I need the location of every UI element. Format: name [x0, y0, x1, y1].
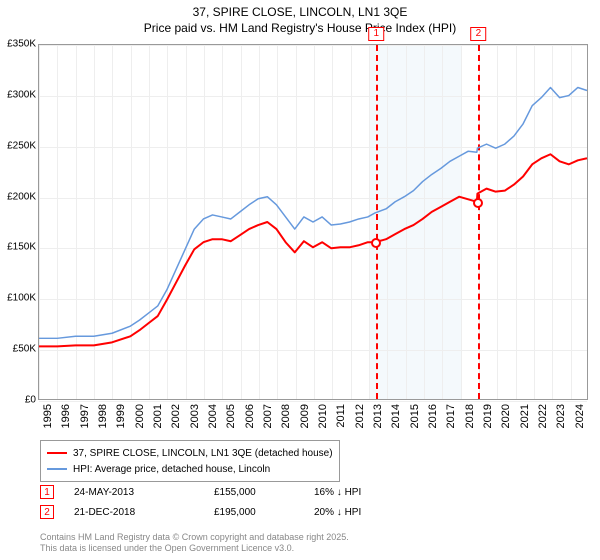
x-axis-label: 2017	[445, 404, 457, 428]
x-axis-label: 2009	[299, 404, 311, 428]
x-axis-label: 2000	[134, 404, 146, 428]
x-axis-label: 2022	[537, 404, 549, 428]
y-axis-label: £100K	[0, 293, 36, 304]
sale-date: 24-MAY-2013	[74, 487, 214, 498]
sale-badge: 1	[40, 485, 54, 499]
sale-price: £195,000	[214, 507, 314, 518]
footer-line: This data is licensed under the Open Gov…	[40, 543, 349, 554]
legend-item-hpi: HPI: Average price, detached house, Linc…	[47, 461, 333, 477]
title-address: 37, SPIRE CLOSE, LINCOLN, LN1 3QE	[0, 4, 600, 20]
legend-item-price-paid: 37, SPIRE CLOSE, LINCOLN, LN1 3QE (detac…	[47, 445, 333, 461]
sale-date: 21-DEC-2018	[74, 507, 214, 518]
x-axis-label: 2005	[225, 404, 237, 428]
x-axis-label: 1999	[115, 404, 127, 428]
x-axis-label: 2006	[244, 404, 256, 428]
x-axis-label: 2004	[207, 404, 219, 428]
footer-attribution: Contains HM Land Registry data © Crown c…	[40, 532, 349, 555]
x-axis-label: 2007	[262, 404, 274, 428]
x-axis-label: 2014	[390, 404, 402, 428]
chart-title: 37, SPIRE CLOSE, LINCOLN, LN1 3QE Price …	[0, 0, 600, 36]
x-axis-label: 2002	[170, 404, 182, 428]
x-axis-label: 2023	[555, 404, 567, 428]
sale-pct-vs-hpi: 20% ↓ HPI	[314, 507, 414, 518]
y-axis-label: £150K	[0, 242, 36, 253]
x-axis-label: 2012	[354, 404, 366, 428]
x-axis-label: 1995	[42, 404, 54, 428]
x-axis-label: 2016	[427, 404, 439, 428]
x-axis-label: 1996	[60, 404, 72, 428]
sale-pct-vs-hpi: 16% ↓ HPI	[314, 487, 414, 498]
x-axis-label: 2015	[409, 404, 421, 428]
sale-marker-badge: 1	[369, 27, 385, 41]
x-axis-label: 2018	[464, 404, 476, 428]
y-axis-label: £0	[0, 395, 36, 406]
legend: 37, SPIRE CLOSE, LINCOLN, LN1 3QE (detac…	[40, 440, 340, 482]
y-axis-label: £300K	[0, 89, 36, 100]
x-axis-label: 2019	[482, 404, 494, 428]
sale-price: £155,000	[214, 487, 314, 498]
x-axis-label: 2021	[519, 404, 531, 428]
sale-badge: 2	[40, 505, 54, 519]
legend-label: HPI: Average price, detached house, Linc…	[73, 464, 270, 475]
footer-line: Contains HM Land Registry data © Crown c…	[40, 532, 349, 543]
plot-area: 12	[38, 44, 588, 400]
x-axis-label: 2013	[372, 404, 384, 428]
title-subtitle: Price paid vs. HM Land Registry's House …	[0, 20, 600, 36]
x-axis-label: 2001	[152, 404, 164, 428]
legend-swatch	[47, 468, 67, 470]
y-axis-label: £200K	[0, 191, 36, 202]
x-axis-label: 1997	[79, 404, 91, 428]
legend-label: 37, SPIRE CLOSE, LINCOLN, LN1 3QE (detac…	[73, 448, 333, 459]
y-axis-label: £50K	[0, 344, 36, 355]
y-axis-label: £250K	[0, 140, 36, 151]
chart-container: 37, SPIRE CLOSE, LINCOLN, LN1 3QE Price …	[0, 0, 600, 560]
sale-row: 1 24-MAY-2013£155,00016% ↓ HPI	[40, 482, 414, 502]
x-axis-label: 1998	[97, 404, 109, 428]
sale-marker-badge: 2	[471, 27, 487, 41]
x-axis-label: 2011	[335, 404, 347, 428]
x-axis-label: 2024	[574, 404, 586, 428]
y-axis-label: £350K	[0, 39, 36, 50]
sale-row: 2 21-DEC-2018£195,00020% ↓ HPI	[40, 502, 414, 522]
legend-swatch	[47, 452, 67, 454]
x-axis-label: 2020	[500, 404, 512, 428]
x-axis-label: 2010	[317, 404, 329, 428]
sales-table: 1 24-MAY-2013£155,00016% ↓ HPI 2 21-DEC-201…	[40, 482, 414, 522]
x-axis-label: 2008	[280, 404, 292, 428]
x-axis-label: 2003	[189, 404, 201, 428]
